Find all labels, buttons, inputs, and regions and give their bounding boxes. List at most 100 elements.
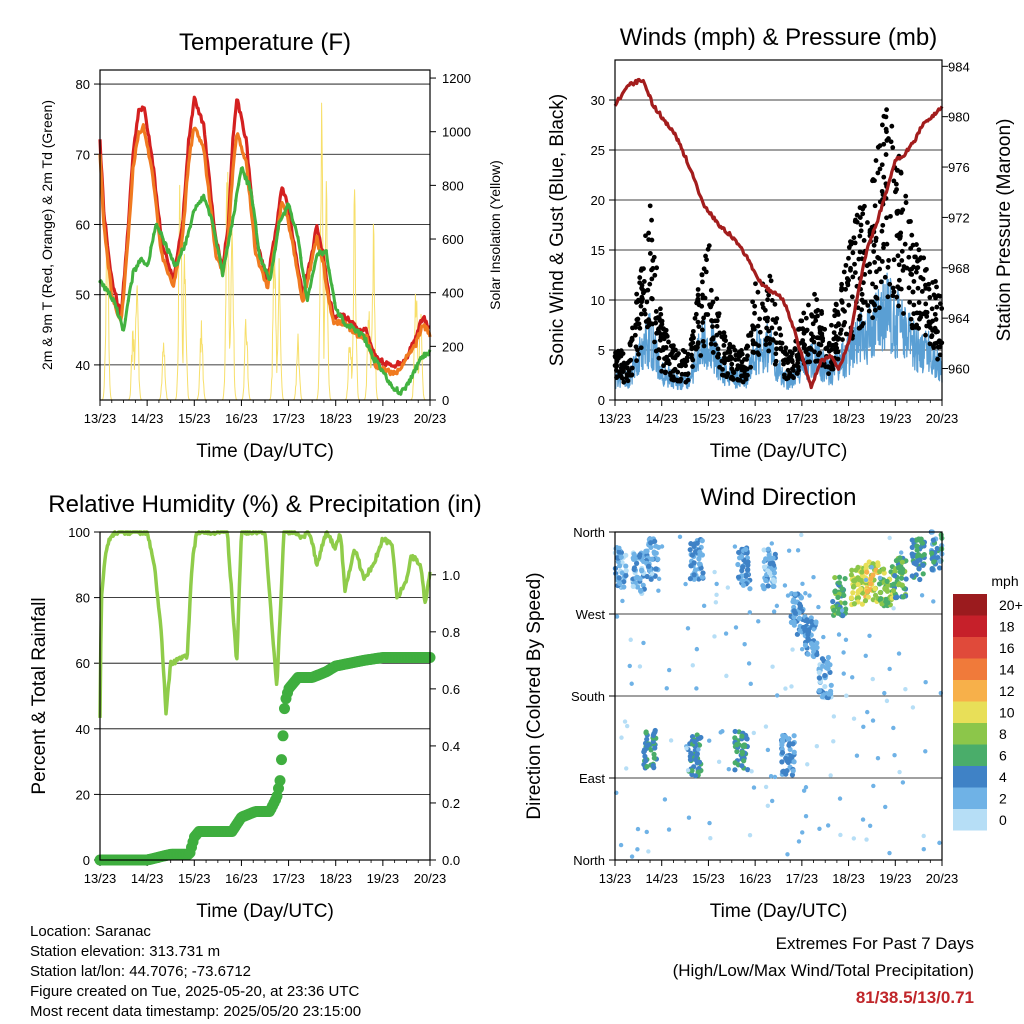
gust-point <box>913 269 919 275</box>
gust-point <box>886 136 891 141</box>
dewpoint-point <box>121 327 125 332</box>
precip-point <box>276 754 287 766</box>
gust-point <box>755 323 761 329</box>
gust-point <box>635 347 640 353</box>
direction-point <box>811 627 816 632</box>
direction-point <box>804 617 810 623</box>
direction-point <box>918 536 924 542</box>
y-right-tick-label: 1200 <box>442 71 471 86</box>
gust-point <box>884 107 889 113</box>
dewpoint-point <box>352 328 357 332</box>
gust-point <box>890 285 896 291</box>
direction-point <box>814 651 820 658</box>
direction-point <box>897 769 902 775</box>
legend-label: 12 <box>999 683 1015 699</box>
direction-point <box>629 854 635 859</box>
gust-point <box>656 355 662 361</box>
gust-point <box>693 311 699 317</box>
direction-point <box>838 832 843 838</box>
gust-point <box>857 313 863 319</box>
gust-point <box>817 330 823 336</box>
gust-point <box>805 352 811 357</box>
direction-point <box>732 767 738 773</box>
direction-point <box>870 572 876 578</box>
direction-point <box>746 661 752 666</box>
gust-point <box>804 327 810 333</box>
gust-point <box>848 267 853 273</box>
direction-point <box>765 747 771 753</box>
gust-point <box>706 243 712 249</box>
gust-point <box>873 294 879 300</box>
direction-point <box>837 796 843 801</box>
direction-point <box>795 548 801 553</box>
gust-point <box>647 281 653 287</box>
direction-point <box>772 774 778 780</box>
direction-point <box>887 535 892 541</box>
gust-point <box>801 342 807 347</box>
direction-point <box>637 664 643 669</box>
direction-point <box>739 568 745 574</box>
direction-point <box>855 564 861 571</box>
dewpoint-point <box>386 379 391 383</box>
gust-point <box>649 296 655 301</box>
direction-point <box>853 577 859 583</box>
gust-point <box>626 368 632 374</box>
gust-point <box>931 292 937 298</box>
direction-point <box>782 583 788 588</box>
gust-point <box>903 200 909 206</box>
dewpoint-point <box>234 199 238 203</box>
gust-point <box>886 258 892 263</box>
y-axis-right-label-1: Station Pressure (Maroon) <box>994 119 1015 342</box>
gust-point <box>743 345 749 351</box>
direction-point <box>742 642 747 647</box>
gust-point <box>647 203 653 209</box>
x-tick-label: 16/23 <box>739 871 772 886</box>
direction-point <box>651 755 657 761</box>
direction-point <box>910 705 916 710</box>
gust-point <box>763 342 769 347</box>
direction-point <box>695 769 702 775</box>
gust-point <box>661 363 666 369</box>
x-tick-label: 19/23 <box>879 871 912 886</box>
direction-point <box>783 755 789 761</box>
gust-point <box>753 281 758 287</box>
direction-point <box>714 592 719 598</box>
x-tick-label: 18/23 <box>319 871 352 886</box>
gust-point <box>923 282 928 288</box>
direction-point <box>635 575 641 581</box>
gust-point <box>916 300 922 305</box>
y-tick-label: North <box>573 853 605 868</box>
direction-point <box>799 646 805 652</box>
dewpoint-point <box>143 262 147 266</box>
dewpoint-point <box>296 235 300 240</box>
gust-point <box>701 266 707 272</box>
direction-point <box>640 582 646 588</box>
direction-point <box>791 759 797 765</box>
direction-point <box>787 746 793 753</box>
dewpoint-point <box>118 315 122 319</box>
direction-point <box>839 608 845 613</box>
relative-humidity-series <box>98 530 432 718</box>
gust-point <box>789 357 795 363</box>
gust-point <box>768 278 774 284</box>
direction-point <box>644 548 650 554</box>
direction-point <box>930 537 936 543</box>
y-right-tick-label: 800 <box>442 178 464 193</box>
gust-point <box>895 253 901 259</box>
gust-point <box>873 238 879 244</box>
gust-point <box>928 320 933 326</box>
dewpoint-point <box>420 354 425 359</box>
gust-point <box>700 292 705 298</box>
legend-label: 14 <box>999 662 1015 678</box>
gust-point <box>705 246 711 252</box>
gust-point <box>735 356 741 362</box>
gust-point <box>896 303 902 309</box>
direction-point <box>646 849 651 854</box>
x-tick-label: 16/23 <box>225 411 258 426</box>
gust-point <box>659 368 665 374</box>
direction-point <box>909 544 915 550</box>
gust-point <box>770 317 776 323</box>
gust-point <box>846 255 851 261</box>
gust-point <box>857 233 863 239</box>
direction-point <box>785 736 791 742</box>
